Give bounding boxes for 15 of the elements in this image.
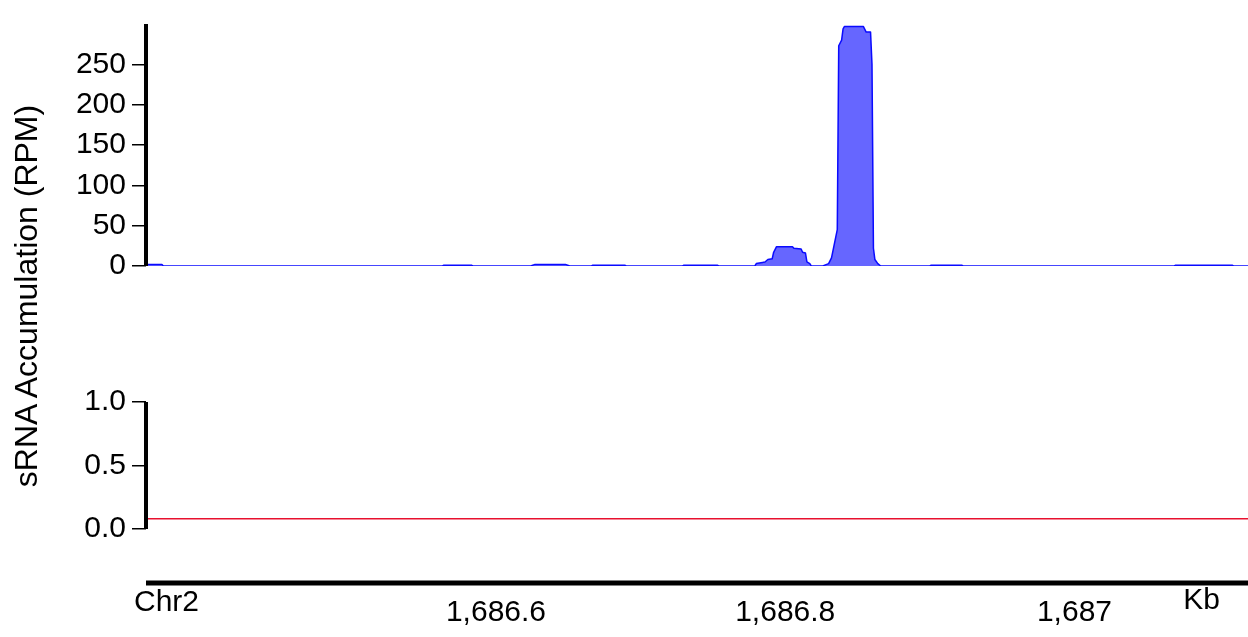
y-tick-label: 250 [75,45,126,79]
x-tick-label: 1,687 [1036,594,1112,628]
y-tick-label: 200 [75,85,126,119]
y-tick-label: 50 [92,206,126,240]
y-tick-label: 150 [75,126,126,160]
y-tick-label: 1.0 [84,383,126,417]
x-tick-label: 1,686.6 [445,594,547,628]
y-tick-label: 100 [75,166,126,200]
y-axis-title: sRNA Accumulation (RPM) [7,104,45,488]
x-tick-label: 1,686.8 [735,594,836,628]
y-tick-label: 0.0 [84,510,126,544]
y-tick-label: 0 [109,247,126,281]
text: Chr2 [134,584,200,618]
y-tick-label: 0.5 [84,446,126,480]
x-axis-title: Kb [1183,582,1220,616]
